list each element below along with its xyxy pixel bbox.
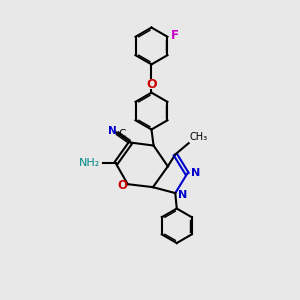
Text: N: N xyxy=(191,168,200,178)
Text: O: O xyxy=(146,78,157,91)
Text: F: F xyxy=(171,29,179,42)
Text: N: N xyxy=(178,190,187,200)
Text: CH₃: CH₃ xyxy=(190,132,208,142)
Text: NH₂: NH₂ xyxy=(79,158,100,168)
Text: N: N xyxy=(109,126,117,136)
Text: O: O xyxy=(117,179,128,192)
Text: C: C xyxy=(118,129,125,139)
